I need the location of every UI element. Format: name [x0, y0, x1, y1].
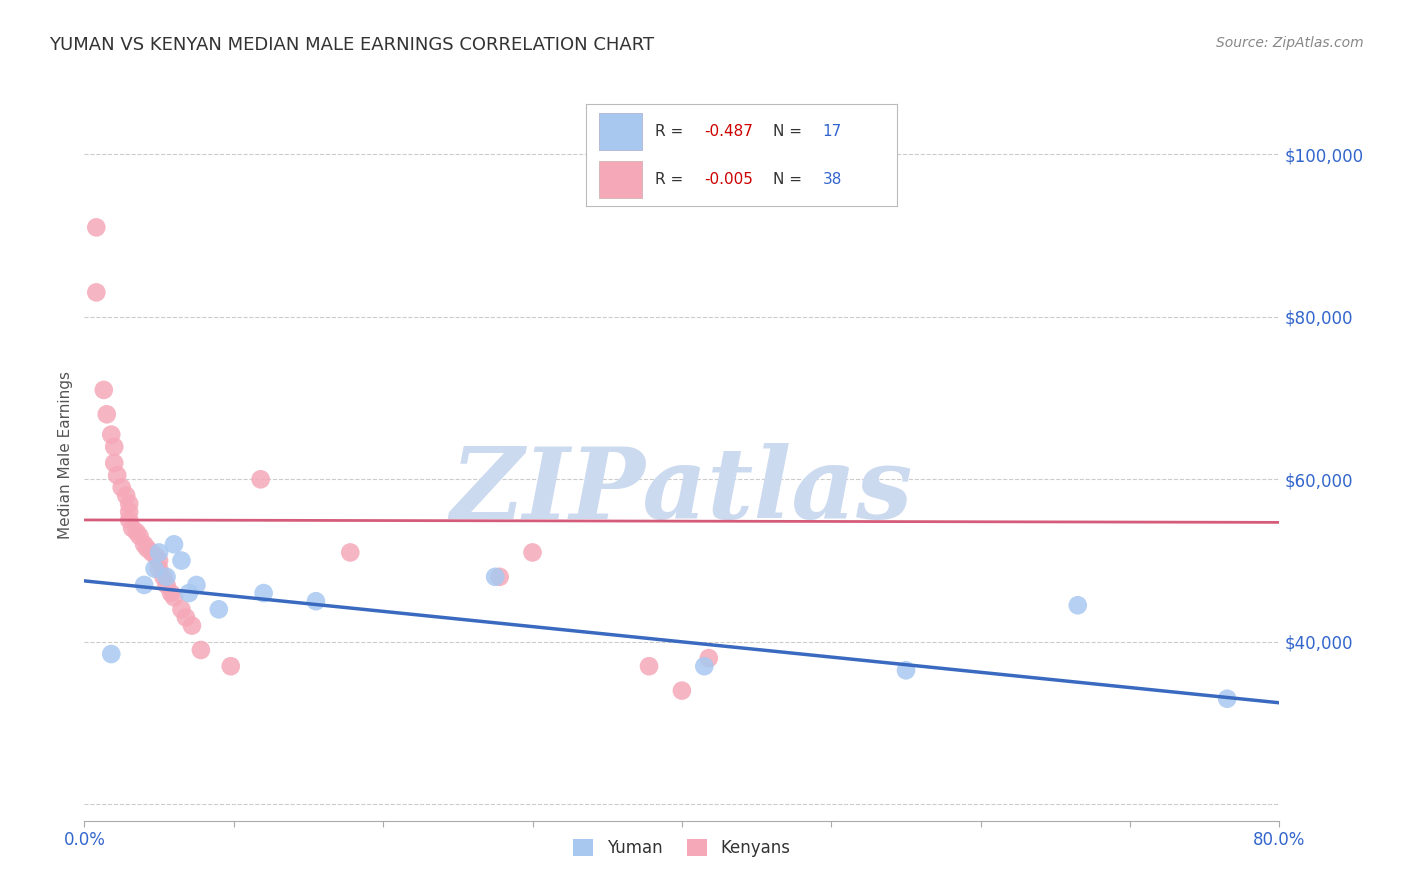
Point [148, 545, 170, 559]
Point [697, 651, 720, 665]
Point [118, 505, 141, 519]
Point [181, 618, 204, 632]
Point [136, 541, 159, 556]
Point [163, 590, 186, 604]
Point [125, 525, 148, 540]
Point [100, 427, 122, 442]
Point [522, 545, 544, 559]
Point [111, 480, 134, 494]
Point [170, 553, 193, 567]
Point [186, 578, 208, 592]
Point [132, 578, 156, 592]
Point [121, 521, 143, 535]
Point [105, 468, 128, 483]
Point [103, 440, 125, 454]
Point [118, 513, 141, 527]
Point [671, 683, 693, 698]
Point [96, 407, 118, 421]
Point [155, 578, 177, 592]
Point [141, 545, 163, 559]
Point [1216, 691, 1239, 706]
Point [103, 456, 125, 470]
Point [488, 570, 510, 584]
Text: ZIPatlas: ZIPatlas [451, 443, 912, 540]
Y-axis label: Median Male Earnings: Median Male Earnings [58, 371, 73, 539]
Point [693, 659, 716, 673]
Point [190, 643, 212, 657]
Point [170, 602, 193, 616]
Point [132, 537, 156, 551]
Point [163, 537, 186, 551]
Point [93, 383, 115, 397]
Point [1067, 599, 1090, 613]
Point [339, 545, 361, 559]
Point [484, 570, 506, 584]
Point [148, 553, 170, 567]
Point [128, 529, 150, 543]
Point [100, 647, 122, 661]
Point [208, 602, 231, 616]
Point [148, 562, 170, 576]
Point [219, 659, 242, 673]
Point [177, 586, 200, 600]
Point [86, 285, 108, 300]
Point [143, 562, 166, 576]
Legend: Yuman, Kenyans: Yuman, Kenyans [567, 832, 797, 863]
Point [145, 549, 167, 564]
Point [155, 570, 177, 584]
Point [249, 472, 271, 486]
Point [174, 610, 197, 624]
Point [638, 659, 661, 673]
Point [118, 497, 141, 511]
Point [253, 586, 276, 600]
Point [86, 220, 108, 235]
Text: Source: ZipAtlas.com: Source: ZipAtlas.com [1216, 36, 1364, 50]
Point [305, 594, 328, 608]
Text: YUMAN VS KENYAN MEDIAN MALE EARNINGS CORRELATION CHART: YUMAN VS KENYAN MEDIAN MALE EARNINGS COR… [49, 36, 654, 54]
Point [152, 570, 174, 584]
Point [160, 586, 183, 600]
Point [894, 663, 917, 677]
Point [115, 489, 138, 503]
